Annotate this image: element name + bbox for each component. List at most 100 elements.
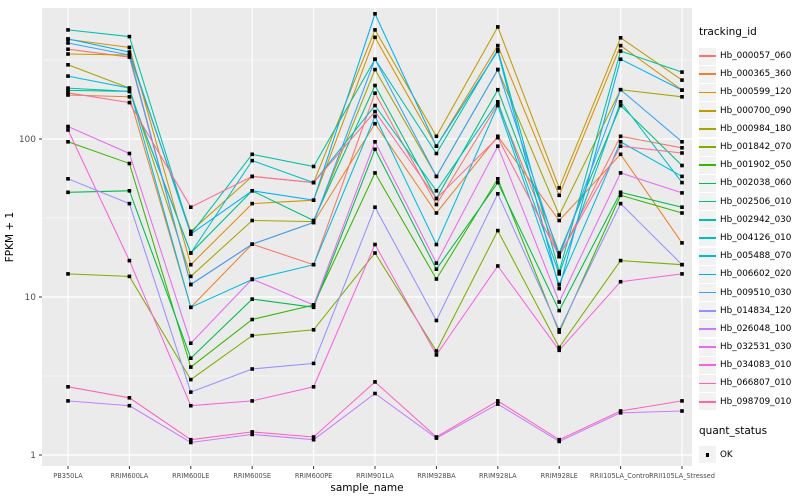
data-point (496, 177, 500, 181)
data-point (189, 282, 193, 287)
data-point (680, 180, 684, 185)
legend-item: Hb_000365_360 (699, 65, 799, 83)
data-point (127, 396, 132, 400)
data-point (680, 241, 684, 245)
legend-key-swatch (699, 65, 716, 83)
legend-key-line (699, 364, 716, 367)
data-point (250, 367, 254, 371)
legend-key-line (699, 237, 716, 239)
legend-item-label: Hb_000700_090 (720, 105, 792, 116)
point-legend-item: OK (699, 446, 799, 464)
legend-item-label: Hb_009510_030 (720, 287, 792, 298)
data-point (189, 403, 193, 408)
data-point (373, 109, 377, 114)
data-point (373, 171, 377, 175)
data-point (496, 402, 500, 406)
x-tick-label: RRIM600SE (233, 472, 271, 480)
data-point (680, 140, 684, 144)
legend-key-line (699, 164, 716, 167)
data-point (250, 399, 254, 403)
legend-key-swatch (699, 174, 716, 192)
data-point (618, 190, 623, 195)
data-point (680, 151, 684, 155)
data-point (250, 174, 254, 179)
data-point (127, 189, 132, 193)
legend-item: Hb_000057_060 (699, 47, 799, 65)
legend-key-swatch (699, 138, 716, 156)
legend-item: Hb_032531_030 (699, 338, 799, 356)
legend-item: Hb_001842_070 (699, 138, 799, 156)
data-point (496, 67, 500, 72)
legend-key-swatch (699, 47, 716, 65)
data-point (680, 95, 684, 99)
data-point (250, 317, 254, 322)
data-point (189, 341, 193, 345)
data-point (250, 201, 254, 206)
data-point (373, 91, 377, 95)
data-point (127, 258, 132, 263)
legend-key-line (699, 309, 716, 312)
data-point (557, 193, 561, 198)
legend-item-label: Hb_002506_010 (720, 196, 792, 207)
data-point (189, 274, 193, 279)
data-point (680, 70, 684, 74)
legend-key-line (699, 291, 716, 294)
legend-item-label: Hb_034083_010 (720, 360, 792, 371)
data-point (373, 251, 377, 255)
data-point (618, 36, 623, 40)
data-point (680, 262, 684, 267)
data-point (496, 144, 500, 148)
legend-key-line (699, 109, 716, 112)
legend-item-label: Hb_002942_030 (720, 214, 792, 225)
data-point (434, 242, 439, 247)
data-point (189, 390, 193, 394)
data-point (250, 297, 254, 301)
data-point (618, 201, 623, 206)
x-tick-label: RRIM600LA (111, 472, 149, 480)
legend-item: Hb_009510_030 (699, 283, 799, 302)
data-point (250, 333, 254, 338)
data-point (680, 191, 684, 195)
data-point (127, 403, 132, 408)
data-point (189, 229, 193, 234)
legend-key-swatch (699, 211, 716, 229)
legend-key-swatch (699, 393, 716, 411)
data-point (618, 100, 623, 104)
data-point (373, 205, 377, 209)
data-point (127, 50, 132, 54)
data-point (557, 437, 561, 442)
x-tick-label: RRIM928LE (541, 472, 578, 480)
data-point (189, 365, 193, 369)
data-point (250, 242, 254, 246)
data-point (434, 151, 439, 156)
legend-item-label: Hb_032531_030 (720, 342, 792, 353)
x-tick-label: RRII105LA_Stressed (649, 472, 715, 480)
data-point (373, 35, 377, 40)
data-point (557, 282, 561, 287)
data-point (434, 144, 439, 148)
data-point (373, 140, 377, 144)
data-point (557, 186, 561, 190)
data-point (618, 258, 623, 263)
data-point (434, 318, 439, 323)
data-point (618, 57, 623, 61)
x-axis-label: sample_name (330, 482, 403, 494)
data-point (680, 174, 684, 179)
data-point (557, 272, 561, 276)
data-point (127, 151, 132, 156)
y-tick-label: 1 (30, 451, 36, 461)
legend-title: tracking_id (699, 26, 757, 38)
data-point (680, 78, 684, 82)
legend-key-swatch (699, 83, 716, 101)
data-point (557, 213, 561, 217)
data-point (189, 305, 193, 310)
data-point (127, 34, 132, 39)
data-point (557, 269, 561, 274)
data-point (434, 277, 439, 281)
data-point (127, 95, 132, 99)
legend-item: Hb_014834_120 (699, 302, 799, 320)
legend-item-label: Hb_014834_120 (720, 305, 792, 316)
data-point (618, 171, 623, 175)
legend-key-line (699, 382, 716, 385)
